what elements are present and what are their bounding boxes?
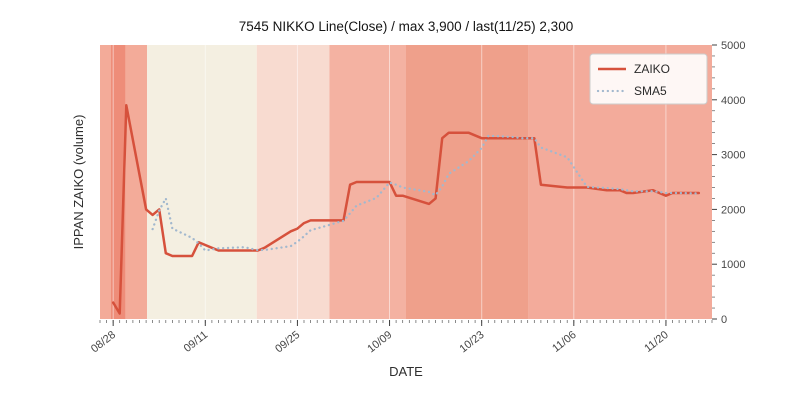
legend-label-sma5: SMA5 bbox=[634, 84, 667, 98]
x-tick-label: 11/20 bbox=[642, 329, 670, 355]
y-tick-label: 5000 bbox=[721, 40, 745, 52]
background-band bbox=[125, 45, 148, 319]
y-tick-label: 0 bbox=[721, 314, 727, 326]
background-band bbox=[100, 45, 111, 319]
sma5-line bbox=[151, 134, 700, 252]
y-tick-label: 3000 bbox=[721, 150, 745, 162]
x-tick-label: 09/25 bbox=[273, 329, 302, 355]
y-tick-label: 4000 bbox=[721, 95, 745, 107]
y-tick-label: 1000 bbox=[721, 259, 745, 271]
y-tick-label: 2000 bbox=[721, 204, 745, 216]
x-tick-label: 10/23 bbox=[457, 329, 486, 355]
legend: ZAIKO SMA5 bbox=[589, 53, 708, 105]
x-tick-label: 11/06 bbox=[550, 329, 578, 355]
y-axis-label: IPPAN ZAIKO (volume) bbox=[71, 115, 86, 250]
legend-label-zaiko: ZAIKO bbox=[634, 62, 670, 76]
x-axis-label: DATE bbox=[389, 364, 423, 379]
chart-title: 7545 NIKKO Line(Close) / max 3,900 / las… bbox=[239, 19, 573, 34]
x-tick-label: 10/09 bbox=[365, 329, 394, 355]
x-tick-label: 09/11 bbox=[182, 329, 210, 355]
background-band bbox=[256, 45, 330, 319]
background-band bbox=[147, 45, 257, 319]
series-lines bbox=[111, 104, 701, 315]
background-band bbox=[406, 45, 529, 319]
legend-box bbox=[589, 53, 708, 105]
zaiko-line bbox=[111, 104, 701, 315]
x-tick-label: 08/28 bbox=[89, 329, 118, 355]
